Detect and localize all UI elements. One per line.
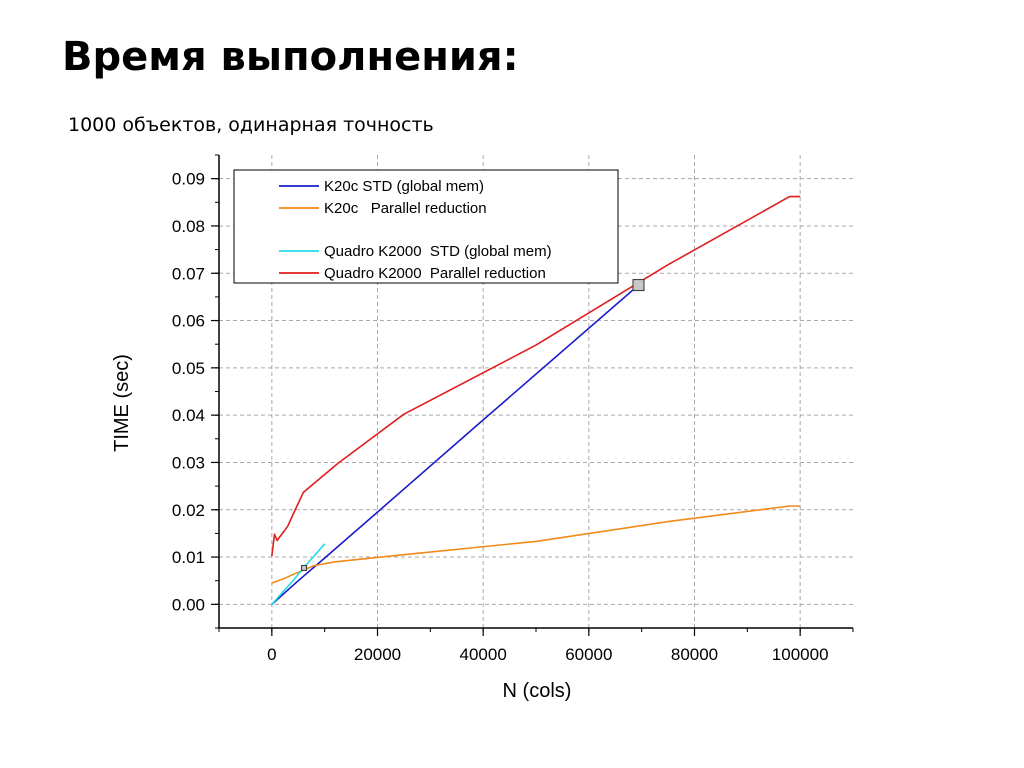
legend-label-2: Quadro K2000 STD (global mem) <box>324 243 552 260</box>
y-tick-label: 0.09 <box>172 170 205 189</box>
series-line-2 <box>271 543 326 605</box>
y-tick-label: 0.07 <box>172 264 205 283</box>
x-tick-label: 60000 <box>565 645 612 664</box>
legend-label-3: Quadro K2000 Parallel reduction <box>324 265 546 282</box>
legend-label-0: K20c STD (global mem) <box>324 178 484 195</box>
series-line-3 <box>271 195 801 557</box>
marker-intersection-k20c <box>632 279 645 292</box>
y-tick-label: 0.05 <box>172 359 205 378</box>
x-tick-label: 0 <box>267 645 276 664</box>
axes: 0 20000 40000 60000 80000 100000 0.00 0.01 0.02 0… <box>172 154 854 664</box>
markers <box>301 279 645 571</box>
slide-subtitle: 1000 объектов, одинарная точность <box>68 114 434 136</box>
marker-intersection-quadro <box>301 564 308 571</box>
slide-title: Время выполнения: <box>62 34 519 80</box>
y-tick-label: 0.00 <box>172 595 205 614</box>
series-line-1 <box>271 505 801 584</box>
y-tick-label: 0.04 <box>172 406 205 425</box>
legend-box <box>233 169 619 284</box>
series-lines <box>271 195 801 605</box>
y-tick-label: 0.01 <box>172 548 205 567</box>
series-line-0 <box>271 284 640 605</box>
y-tick-label: 0.02 <box>172 501 205 520</box>
y-tick-label: 0.03 <box>172 453 205 472</box>
x-axis-title: N (cols) <box>503 680 572 702</box>
x-tick-label: 20000 <box>354 645 401 664</box>
y-tick-label: 0.06 <box>172 312 205 331</box>
y-axis-title: TIME (sec) <box>111 354 133 452</box>
x-tick-label: 40000 <box>460 645 507 664</box>
legend-label-1: K20c Parallel reduction <box>324 200 487 217</box>
y-tick-label: 0.08 <box>172 217 205 236</box>
x-tick-label: 80000 <box>671 645 718 664</box>
x-tick-label: 100000 <box>772 645 829 664</box>
legend: K20c STD (global mem) K20c Parallel reduc… <box>233 169 619 284</box>
